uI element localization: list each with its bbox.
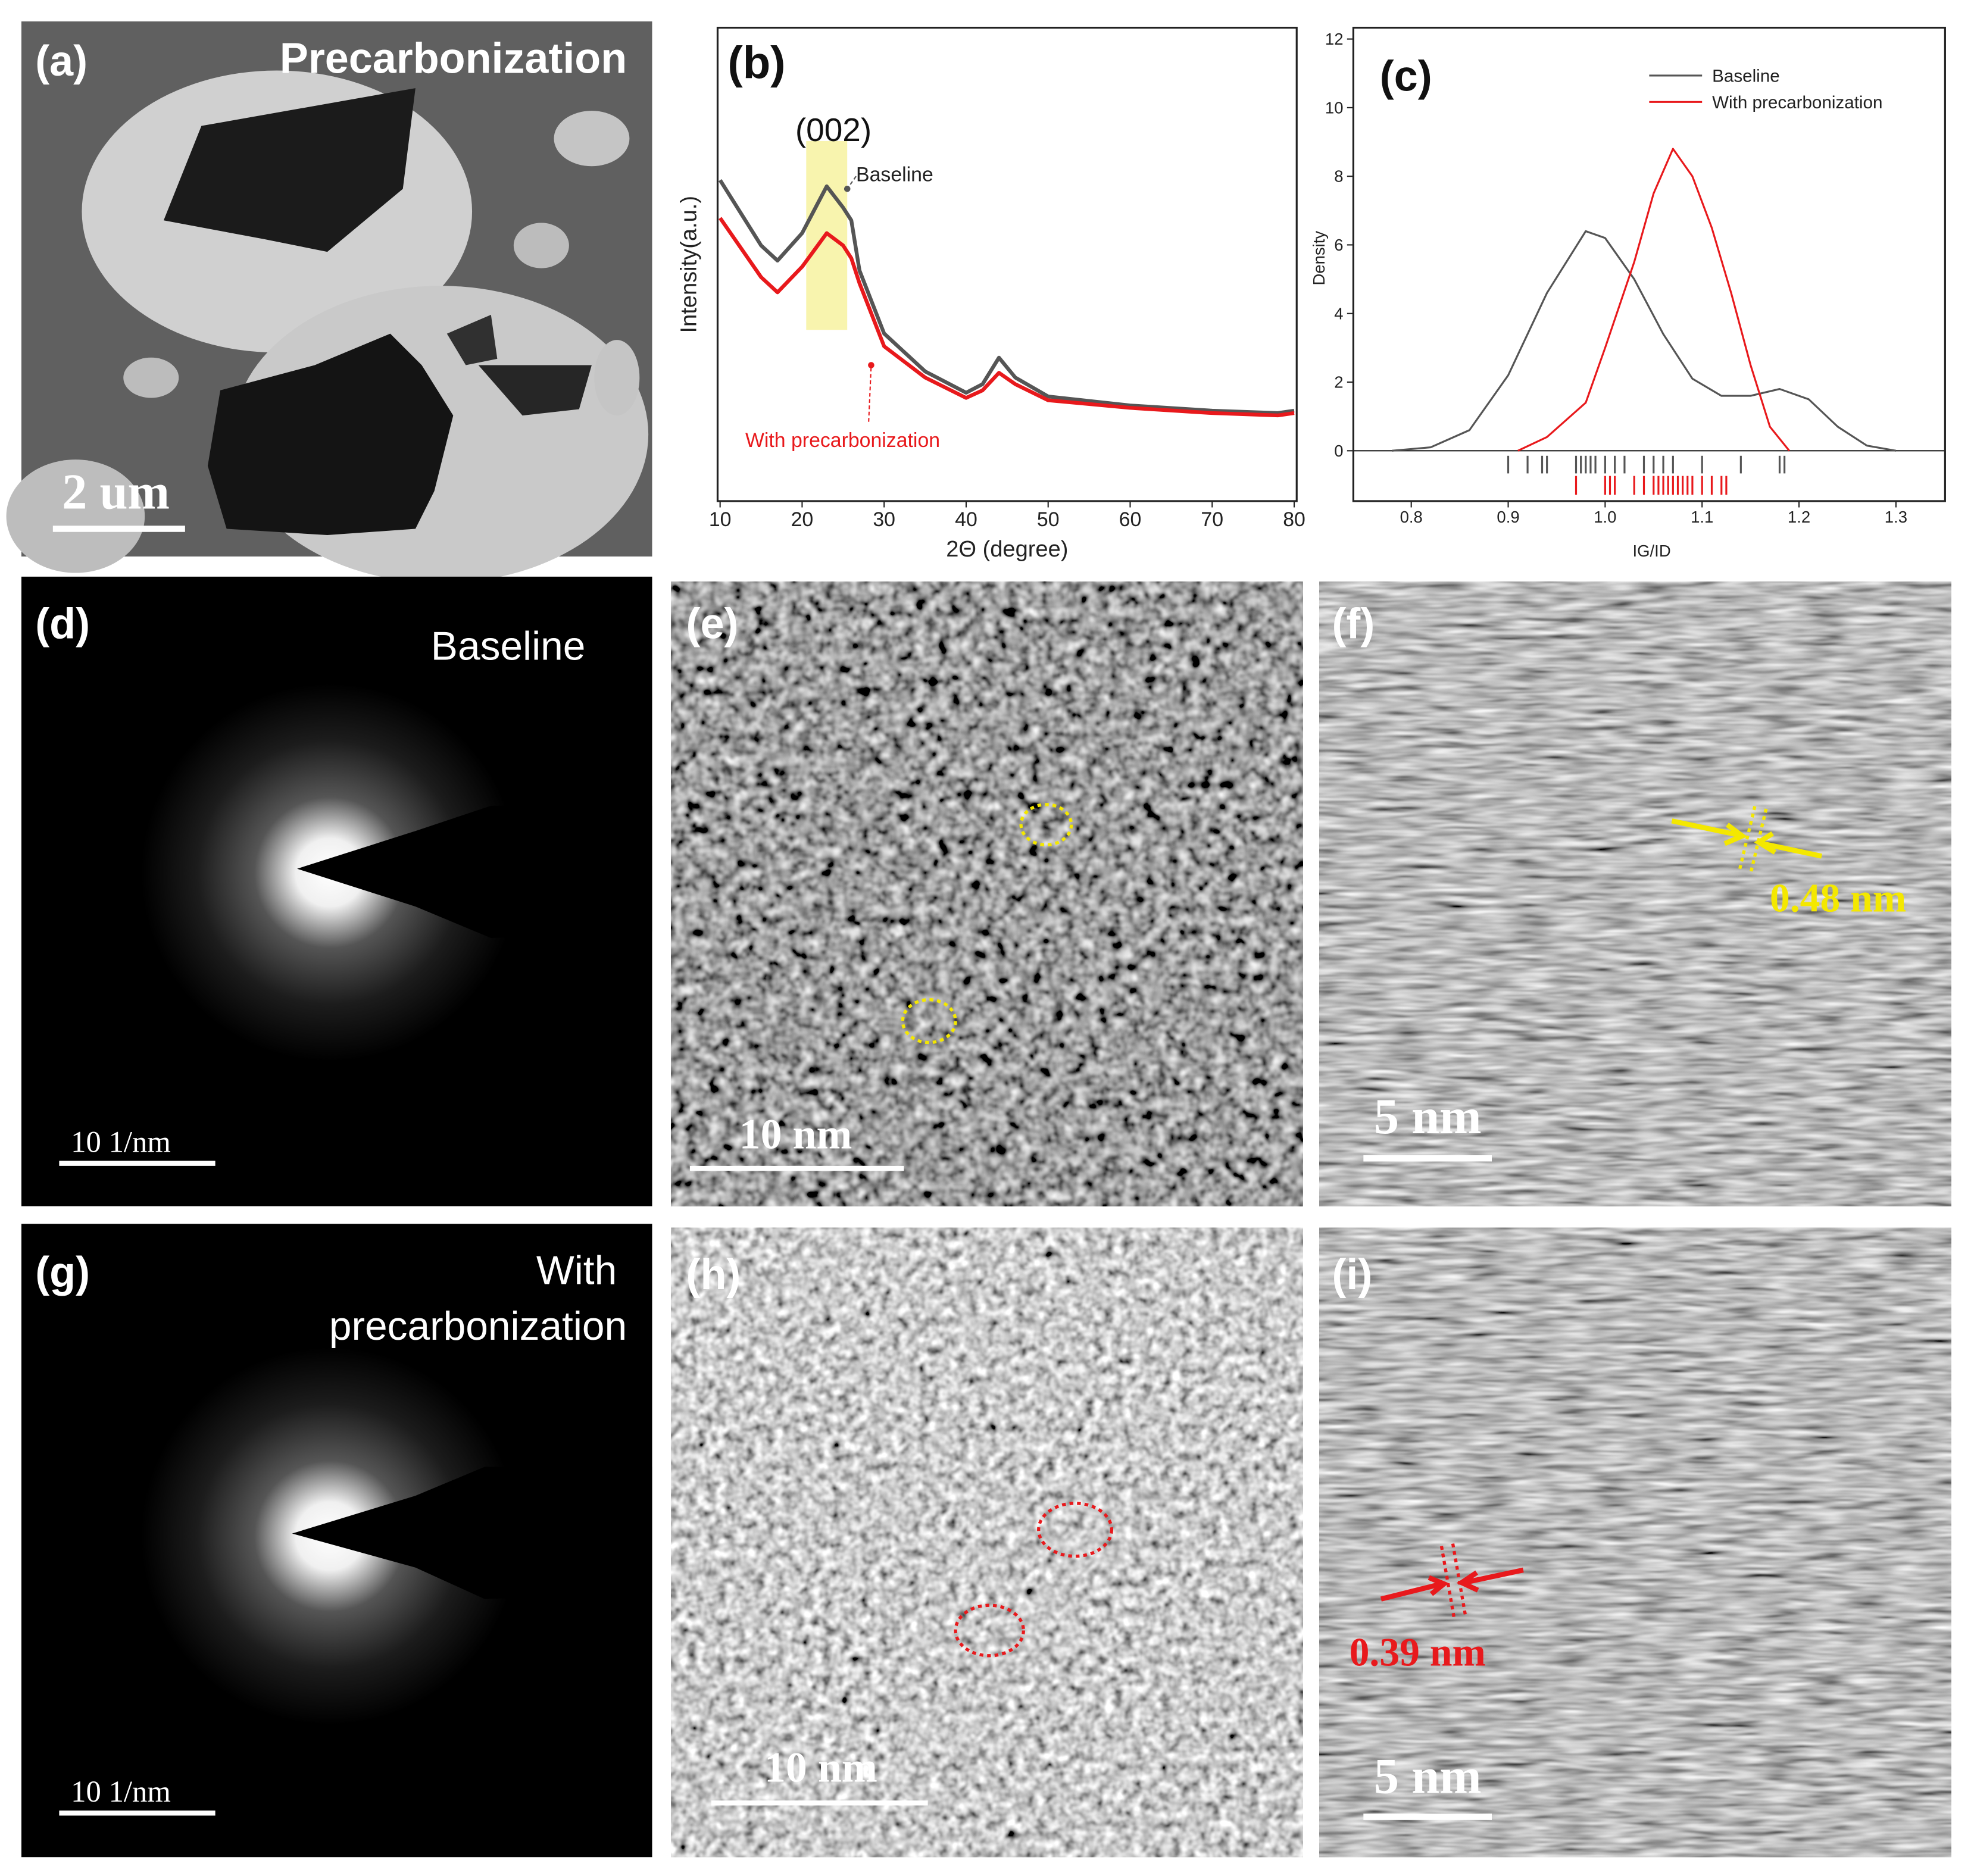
- y-axis-label: Intensity(a.u.): [676, 196, 701, 333]
- y-tick-label: 8: [1334, 167, 1343, 186]
- arrow: [1456, 1567, 1524, 1593]
- series-line: [1391, 230, 1897, 452]
- panel-e: (e) 10 nm: [671, 581, 1303, 1206]
- pointer-head: [844, 186, 851, 192]
- x-tick-label: 70: [1201, 508, 1223, 531]
- series-line: [719, 217, 1295, 418]
- beam-stop: [292, 1467, 652, 1599]
- hole: [123, 357, 179, 398]
- flake: [446, 314, 498, 365]
- pointer-arrow: [868, 365, 872, 422]
- y-tick-label: 6: [1334, 236, 1343, 254]
- scale-bar-label: 10 nm: [739, 1110, 852, 1158]
- flake: [163, 88, 416, 252]
- annotation: (002): [795, 111, 872, 148]
- y-tick-label: 10: [1325, 98, 1344, 117]
- panel-label: (d): [35, 601, 90, 648]
- panel-title: precarbonization: [329, 1304, 627, 1349]
- y-axis-label: Density: [1310, 231, 1328, 286]
- panel-label: (b): [727, 37, 785, 88]
- flake: [207, 333, 454, 536]
- marker-circle: [1037, 1502, 1114, 1558]
- x-tick-label: 1.3: [1885, 508, 1907, 526]
- spacing-label: 0.48 nm: [1770, 876, 1906, 921]
- scale-bar-label: 10 nm: [764, 1743, 877, 1791]
- x-tick-label: 30: [873, 508, 895, 531]
- panel-label: (i): [1332, 1251, 1372, 1299]
- x-tick-label: 1.1: [1691, 508, 1713, 526]
- legend-label: Baseline: [1712, 66, 1780, 86]
- panel-label: (h): [686, 1251, 741, 1299]
- x-axis-label: IG/ID: [1633, 542, 1671, 560]
- panel-label: (e): [686, 601, 739, 648]
- scale-bar-label: 10 1/nm: [71, 1125, 171, 1159]
- x-tick-label: 50: [1037, 508, 1060, 531]
- scale-bar-label: 5 nm: [1374, 1089, 1482, 1145]
- fringe-marker: [1451, 1543, 1467, 1616]
- panel-label: (g): [35, 1249, 90, 1296]
- series-label: With precarbonization: [745, 429, 940, 452]
- panel-label: (a): [35, 37, 88, 85]
- fringe-marker: [1738, 805, 1757, 870]
- arrow: [1754, 831, 1822, 859]
- x-tick-label: 1.2: [1788, 508, 1810, 526]
- x-tick-label: 40: [955, 508, 977, 531]
- chart: (b) 2Θ (degree) Intensity(a.u.) 10 20 30 40 50 6…: [676, 26, 1305, 562]
- spacing-label: 0.39 nm: [1350, 1630, 1486, 1675]
- scale-bar-label: 5 nm: [1374, 1749, 1482, 1804]
- micrograph: [671, 1227, 1303, 1858]
- panel-title: With: [536, 1249, 617, 1293]
- hole: [513, 223, 569, 268]
- chart: (c) IG/ID Density 0.8 0.9 1.0 1.1 1.2 1.3 0 2 4 6 8 10…: [1310, 26, 1946, 560]
- marker-circle: [954, 1603, 1025, 1658]
- y-tick-label: 2: [1334, 373, 1343, 392]
- x-tick-label: 80: [1283, 508, 1305, 531]
- x-tick-label: 20: [791, 508, 814, 531]
- arrow: [1380, 1575, 1449, 1602]
- series-line: [718, 179, 1295, 415]
- beam-stop: [297, 805, 652, 938]
- series-label: Baseline: [856, 164, 933, 186]
- x-tick-label: 0.9: [1497, 508, 1519, 526]
- hole: [594, 340, 640, 416]
- y-tick-label: 0: [1334, 442, 1343, 460]
- micrograph: [671, 581, 1303, 1206]
- panel-d: (d) Baseline 10 1/nm: [21, 576, 652, 1206]
- x-tick-label: 0.8: [1400, 508, 1423, 526]
- marker-circle: [901, 998, 957, 1045]
- x-axis-label: 2Θ (degree): [946, 537, 1068, 562]
- y-tick-label: 4: [1334, 304, 1343, 323]
- scale-bar-label: 10 1/nm: [71, 1775, 171, 1808]
- series-line: [1517, 148, 1790, 452]
- marker-circle: [1019, 803, 1073, 847]
- panel-i: 0.39 nm (i) 5 nm: [1319, 1227, 1951, 1858]
- panel-title: Precarbonization: [280, 35, 627, 83]
- panel-a: (a) Precarbonization 2 um: [6, 21, 652, 583]
- arrow: [1671, 818, 1748, 846]
- panel-g: (g) With precarbonization 10 1/nm: [21, 1224, 652, 1858]
- panel-title: Baseline: [431, 624, 586, 668]
- hole: [554, 111, 630, 167]
- pointer-head: [868, 362, 874, 368]
- legend-label: With precarbonization: [1712, 93, 1882, 112]
- panel-label: (c): [1380, 52, 1432, 100]
- plot-frame: [716, 26, 1298, 502]
- panel-label: (f): [1332, 601, 1375, 648]
- panel-h: (h) 10 nm: [671, 1227, 1303, 1858]
- y-tick-label: 12: [1325, 30, 1344, 48]
- scale-bar-label: 2 um: [62, 465, 170, 520]
- hole: [6, 459, 145, 573]
- micrograph: [1319, 1227, 1951, 1858]
- x-tick-label: 1.0: [1594, 508, 1616, 526]
- flake: [478, 365, 592, 416]
- plot-frame: [1352, 26, 1946, 502]
- x-tick-label: 60: [1119, 508, 1142, 531]
- x-tick-label: 10: [709, 508, 732, 531]
- panel-f: 0.48 nm (f) 5 nm: [1319, 581, 1951, 1206]
- micrograph: [1319, 581, 1951, 1206]
- fringe-marker: [1439, 1546, 1456, 1618]
